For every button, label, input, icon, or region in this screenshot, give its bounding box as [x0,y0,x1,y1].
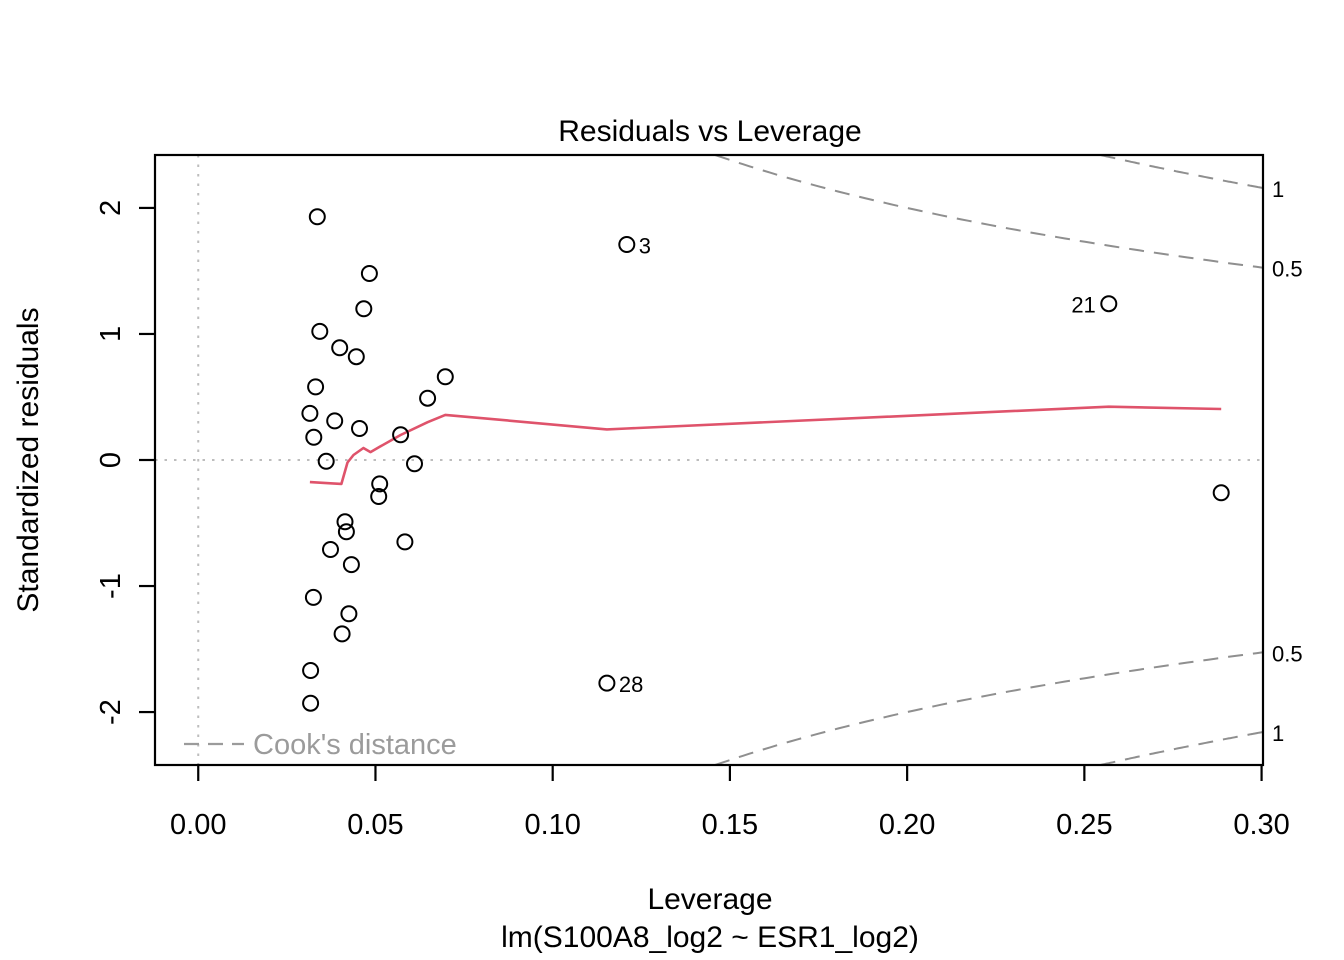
x-axis-tick-label: 0.15 [702,809,758,841]
cooks-contour-label: 0.5 [1272,257,1303,282]
data-point [302,662,320,679]
y-axis-label: Standardized residuals [12,307,45,612]
y-axis-tick-label: -1 [95,573,127,599]
data-point [331,339,349,357]
data-point [301,404,319,422]
data-point [360,265,378,282]
data-point [436,368,454,386]
data-point [406,455,423,473]
data-point [322,541,339,558]
data-point [337,523,355,541]
data-point [351,420,368,437]
data-point [311,322,329,340]
y-axis-tick-label: 2 [95,200,127,216]
x-axis-tick-label: 0.00 [170,809,226,841]
data-point [618,236,636,253]
plot-title: Residuals vs Leverage [558,115,862,148]
cooks-contour-label: 0.5 [1272,641,1303,666]
cooks-contour-0.5-top [714,154,1264,269]
x-axis-tick-label: 0.05 [347,809,403,841]
x-axis-tick-label: 0.20 [879,809,935,841]
smoother-line [309,405,1222,486]
x-axis-tick-label: 0.10 [524,809,580,841]
y-axis-tick-label: 0 [95,452,127,468]
data-point [336,513,354,531]
data-point [355,300,373,318]
y-axis-tick-label: -2 [95,699,127,725]
cooks-contour-1-bottom [1100,731,1264,766]
y-axis-tick-label: 1 [95,326,127,342]
cooks-contour-1-top [1100,154,1264,189]
data-point [305,428,323,446]
cooks-distance-legend: Cook's distance [184,729,457,761]
data-point [370,488,388,505]
data-point [307,378,325,396]
x-axis-tick-label: 0.25 [1056,809,1112,841]
cooks-contour-label: 1 [1272,721,1284,746]
model-formula-label: lm(S100A8_log2 ~ ESR1_log2) [501,921,919,954]
cooks-contour-label: 1 [1272,177,1284,202]
data-point [598,674,616,692]
data-point [333,625,351,643]
point-label-28: 28 [619,672,643,697]
x-axis-label: Leverage [647,883,772,916]
data-point [342,556,360,574]
data-point [317,452,335,470]
data-point [302,694,320,712]
data-point [1212,484,1230,502]
data-point [419,389,437,407]
data-point [371,475,389,493]
point-label-21: 21 [1071,293,1095,318]
data-point [1100,295,1118,313]
data-point [392,426,410,444]
data-point [304,588,322,606]
point-label-3: 3 [639,234,651,259]
data-point [347,348,365,366]
data-point [326,412,344,430]
data-point [396,533,414,551]
cooks-contour-0.5-bottom [714,651,1264,766]
cooks-distance-legend-label: Cook's distance [253,729,457,761]
data-point [340,605,358,623]
x-axis-tick-label: 0.30 [1233,809,1289,841]
data-point [308,208,326,226]
